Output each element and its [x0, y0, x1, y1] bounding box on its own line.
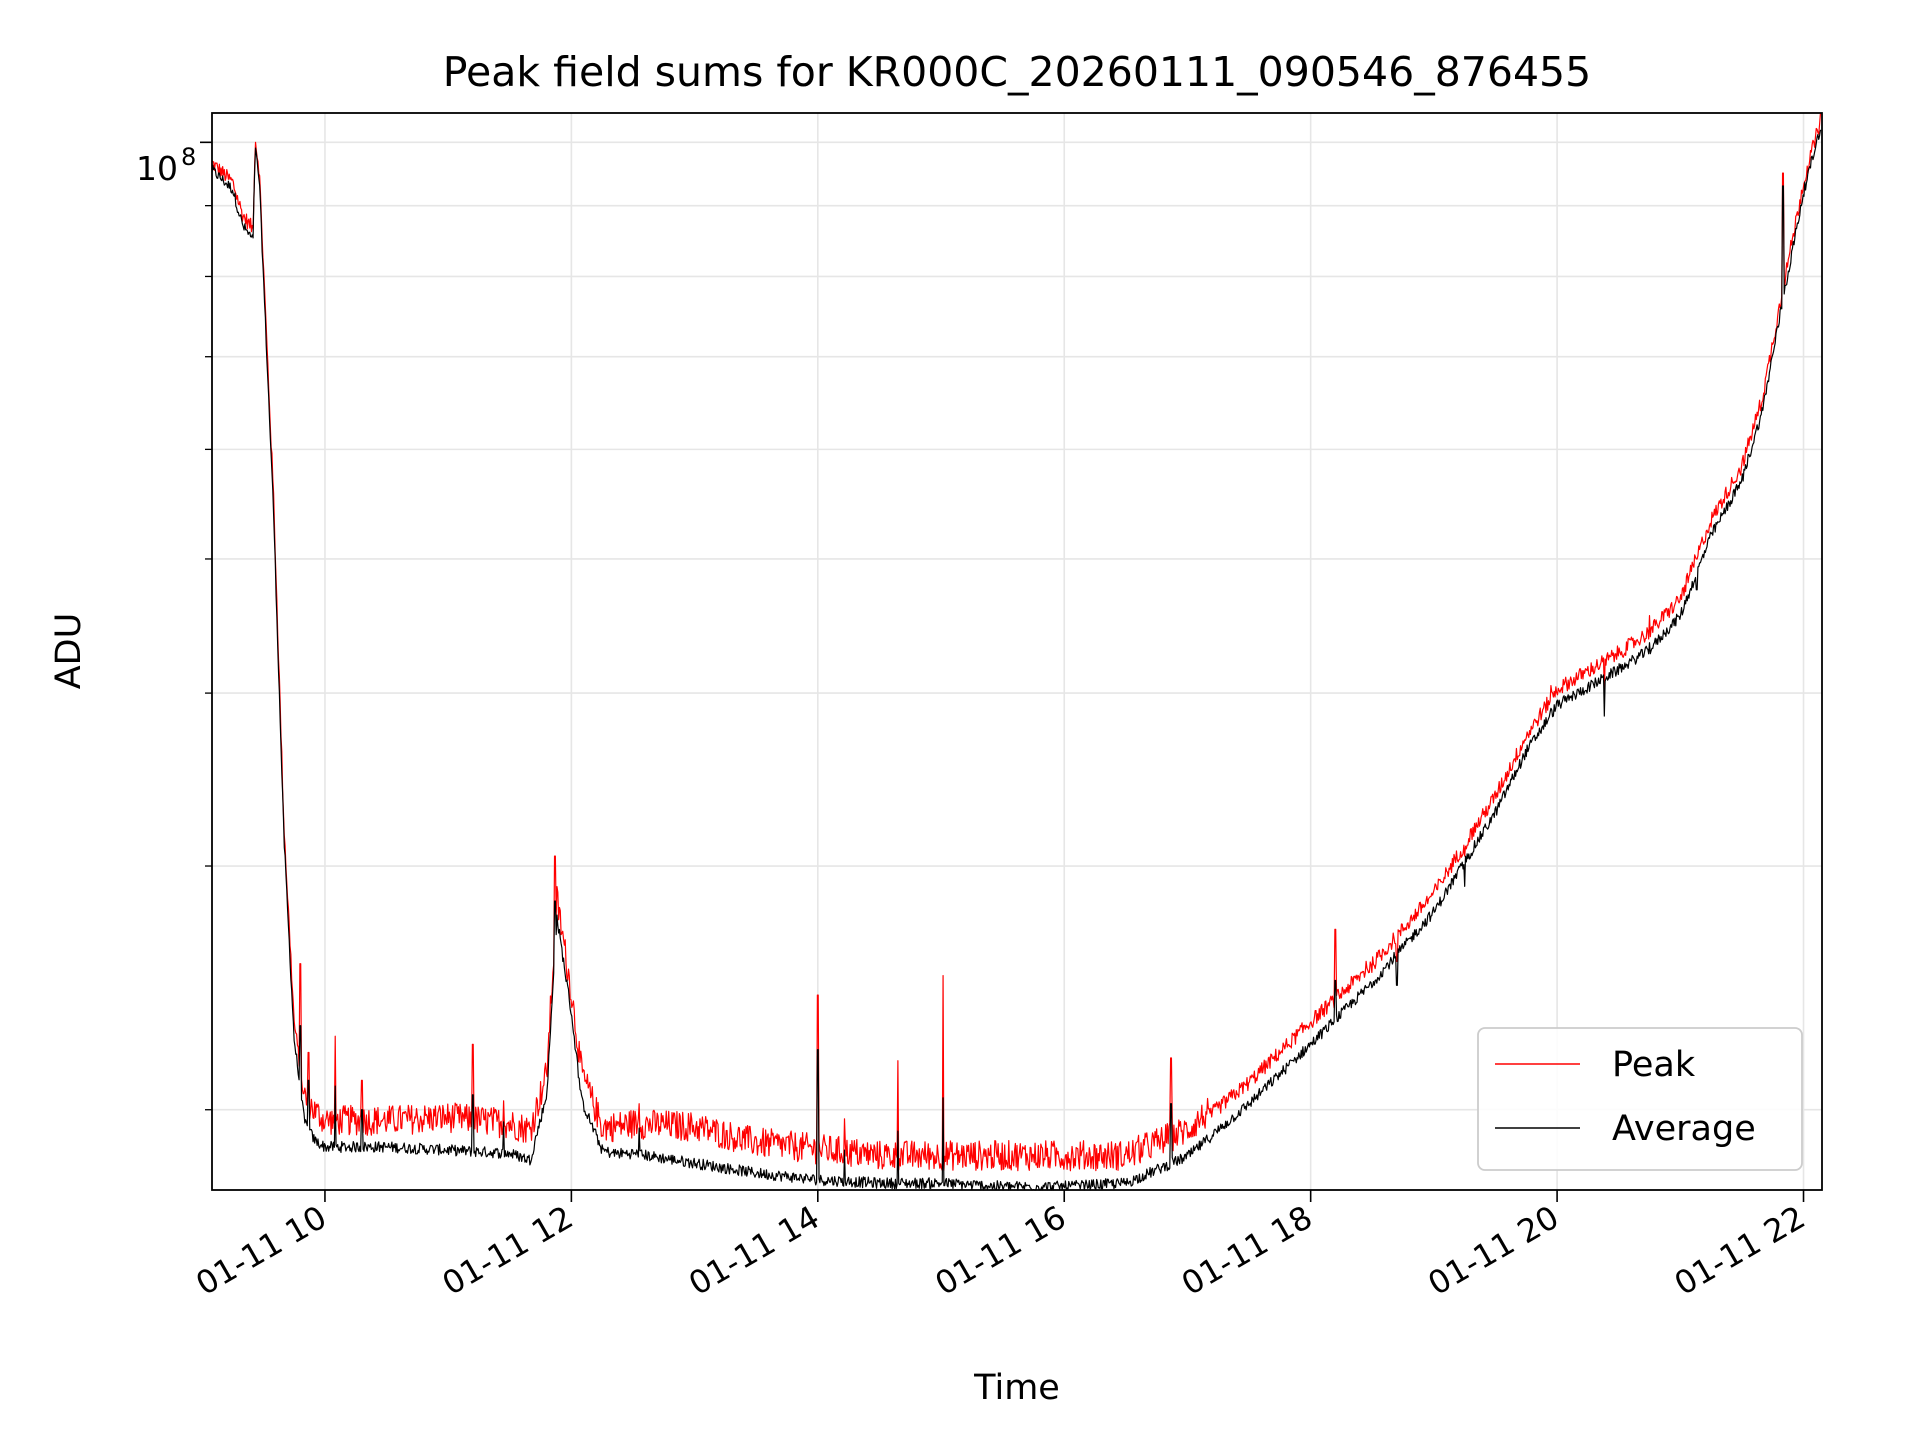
chart-title: Peak field sums for KR000C_20260111_0905…: [443, 48, 1591, 96]
legend-label-average: Average: [1612, 1109, 1756, 1149]
y-major-tick-label: 10 8: [136, 143, 196, 188]
y-axis-label: ADU: [49, 613, 89, 690]
x-axis-label: Time: [973, 1368, 1060, 1408]
y-tick-label-base: 10: [136, 149, 178, 188]
plot-area-frame: [211, 112, 1823, 1191]
legend: Peak Average: [1477, 1027, 1803, 1171]
series-line-average: [211, 129, 1822, 1191]
series-layer: [211, 112, 1822, 1191]
legend-label-peak: Peak: [1612, 1045, 1696, 1085]
series-line-peak: [211, 112, 1822, 1172]
y-tick-label-exponent: 8: [181, 143, 196, 171]
